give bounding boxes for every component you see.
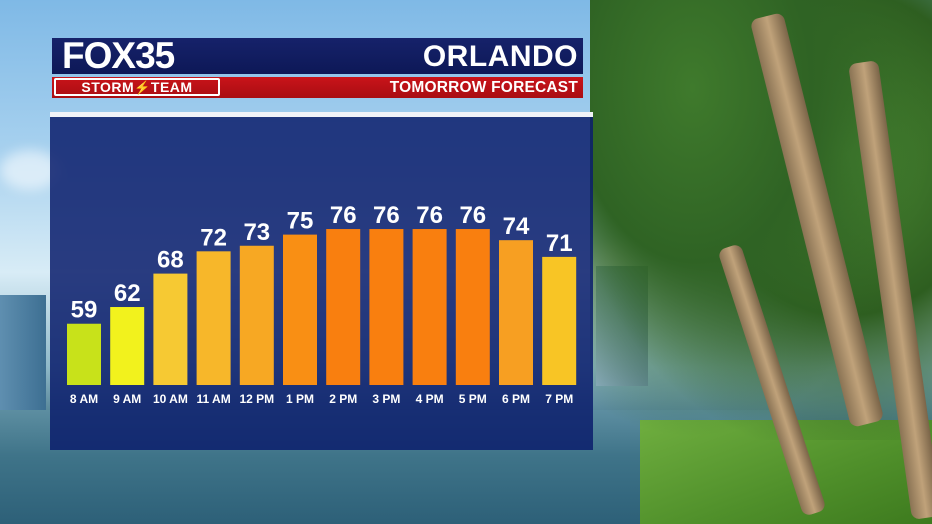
value-label: 68 xyxy=(157,247,184,274)
bar-6-pm xyxy=(499,240,533,385)
hour-label: 4 PM xyxy=(416,392,444,406)
storm-team-text: STORM⚡TEAM xyxy=(54,78,220,96)
bar-11-am xyxy=(196,251,231,385)
value-label: 76 xyxy=(459,202,486,229)
fox35-logo: FOX35 xyxy=(62,35,175,76)
hour-label: 11 AM xyxy=(196,392,230,406)
hour-label: 7 PM xyxy=(545,392,573,406)
skyline-building-left xyxy=(0,295,46,415)
hour-label: 9 AM xyxy=(113,392,141,406)
subtitle-band xyxy=(52,77,583,98)
hour-label: 1 PM xyxy=(286,392,314,406)
value-label: 71 xyxy=(546,230,573,257)
value-label: 72 xyxy=(200,224,227,251)
value-label: 62 xyxy=(114,280,141,307)
hour-label: 5 PM xyxy=(459,392,487,406)
hour-label: 10 AM xyxy=(153,392,188,406)
hour-label: 2 PM xyxy=(329,392,357,406)
logo-fox-text: FOX xyxy=(62,35,136,76)
value-label: 73 xyxy=(243,219,270,246)
bar-8-am xyxy=(67,323,101,385)
hour-label: 12 PM xyxy=(239,392,274,406)
forecast-panel: 59 8 AM 62 9 AM 68 10 AM 72 11 AM 73 12 PM 75 1 PM 7… xyxy=(50,112,593,450)
hour-label: 6 PM xyxy=(502,392,530,406)
forecast-subtitle: TOMORROW FORECAST xyxy=(389,79,578,96)
bar-3-pm xyxy=(369,229,404,385)
value-label: 75 xyxy=(287,208,314,235)
value-label: 74 xyxy=(503,213,530,240)
hour-label: 8 AM xyxy=(70,392,98,406)
bar-7-pm xyxy=(542,256,577,385)
storm-team-badge xyxy=(54,78,220,96)
value-label: 76 xyxy=(330,202,357,229)
logo-number: 35 xyxy=(135,35,175,76)
bar-1-pm xyxy=(283,234,317,385)
bar-2-pm xyxy=(326,229,361,385)
team-word: TEAM xyxy=(150,79,193,95)
value-label: 76 xyxy=(373,202,400,229)
value-label: 59 xyxy=(71,297,98,324)
hour-label: 3 PM xyxy=(372,392,400,406)
bar-5-pm xyxy=(455,229,490,385)
header-band xyxy=(52,38,583,74)
city-title: ORLANDO xyxy=(422,40,578,73)
bar-9-am xyxy=(110,307,145,385)
bar-4-pm xyxy=(412,229,447,385)
hourly-temperature-chart: 59 8 AM 62 9 AM 68 10 AM 72 11 AM 73 12 PM 75 1 PM 7… xyxy=(67,202,577,406)
bar-12-pm xyxy=(239,245,274,385)
value-label: 76 xyxy=(416,202,443,229)
storm-word: STORM xyxy=(81,79,135,95)
bolt-icon: ⚡ xyxy=(134,80,151,95)
bar-10-am xyxy=(153,273,188,385)
